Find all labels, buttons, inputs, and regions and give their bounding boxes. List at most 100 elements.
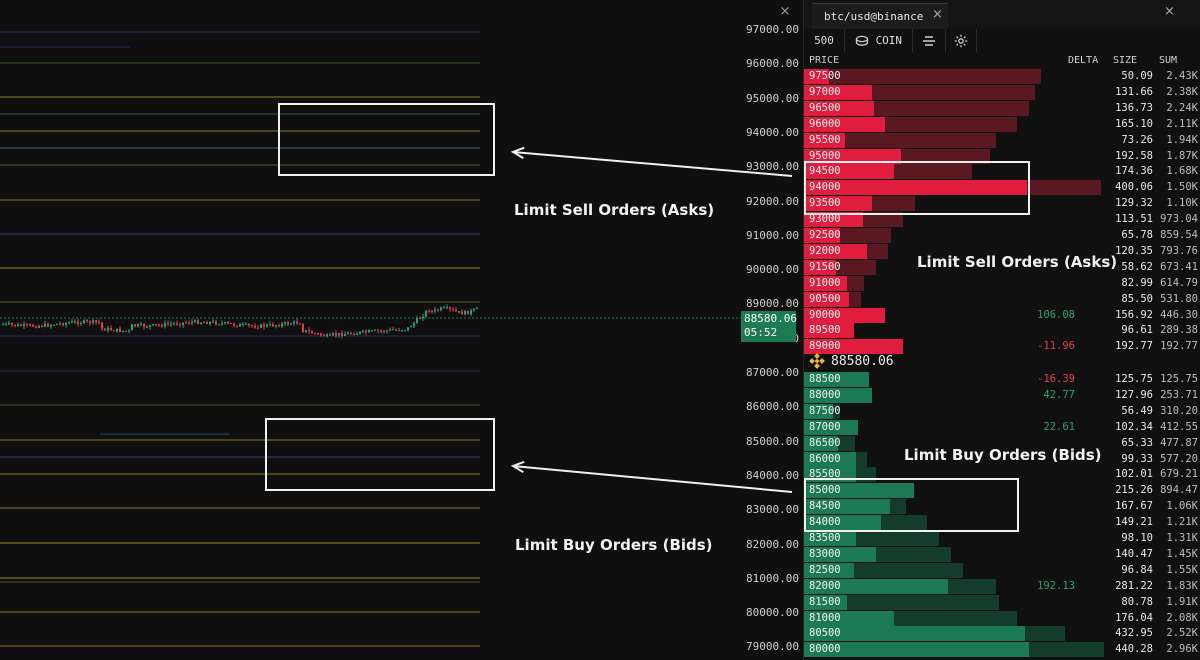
size-bar — [804, 164, 894, 180]
close-icon[interactable]: × — [779, 4, 791, 19]
candle-body — [260, 324, 262, 328]
orderbook-row[interactable]: 86500 65.33 477.87 — [804, 435, 1200, 451]
orderbook-row[interactable]: 92000 120.35 793.76 — [804, 243, 1200, 259]
orderbook-row[interactable]: 97500 50.09 2.43K — [804, 68, 1200, 84]
orderbook-row[interactable]: 91500 58.62 673.41 — [804, 259, 1200, 275]
coin-unit-button[interactable]: COIN — [845, 29, 913, 53]
orderbook-row[interactable]: 82500 96.84 1.55K — [804, 562, 1200, 578]
candle-body — [473, 308, 475, 311]
orderbook-row[interactable]: 95000 192.58 1.87K — [804, 148, 1200, 164]
size-bar — [804, 275, 847, 291]
col-header-delta[interactable]: DELTA — [1068, 55, 1099, 66]
orderbook-row[interactable]: 81500 80.78 1.91K — [804, 594, 1200, 610]
orderbook-row[interactable]: 96000 165.10 2.11K — [804, 116, 1200, 132]
orderbook-row[interactable]: 87500 56.49 310.20 — [804, 403, 1200, 419]
orderbook-row[interactable]: 93500 129.32 1.10K — [804, 195, 1200, 212]
orderbook-row[interactable]: 89500 96.61 289.38 — [804, 322, 1200, 339]
candle-body — [362, 330, 364, 332]
orderbook-row[interactable]: 94000 400.06 1.50K — [804, 179, 1200, 196]
price-axis-label: 80000.00 — [746, 606, 799, 620]
orderbook-row[interactable]: 95500 73.26 1.94K — [804, 132, 1200, 148]
candle-body — [53, 325, 55, 327]
cell-sum: 192.77 — [1160, 340, 1198, 353]
cell-size: 167.67 — [1115, 500, 1153, 513]
orderbook-row[interactable]: 84000 149.21 1.21K — [804, 514, 1200, 531]
candle-body — [422, 316, 424, 319]
candle-body — [299, 323, 301, 325]
cell-delta: -16.39 — [1037, 373, 1075, 385]
candle-body — [203, 322, 205, 324]
tab-btc-usd-binance[interactable]: btc/usd@binance × — [812, 3, 948, 29]
candle-body — [374, 329, 376, 331]
candle-body — [401, 330, 403, 332]
orderbook-row[interactable]: 92500 65.78 859.54 — [804, 227, 1200, 243]
tab-close-icon[interactable]: × — [932, 7, 943, 22]
cell-size: 129.32 — [1115, 197, 1153, 210]
orderbook-row[interactable]: 86000 99.33 577.20 — [804, 451, 1200, 467]
align-button[interactable] — [913, 29, 946, 53]
candle-body — [254, 325, 256, 328]
orderbook-row[interactable]: 93000 113.51 973.04 — [804, 211, 1200, 228]
orderbook-row[interactable]: 87000 22.61 102.34 412.55 — [804, 419, 1200, 435]
col-header-price[interactable]: PRICE — [809, 55, 840, 66]
candle-body — [395, 329, 397, 331]
coin-stack-icon — [855, 35, 869, 46]
orderbook-row[interactable]: 89000 -11.96 192.77 192.77 — [804, 338, 1200, 355]
cell-sum: 2.08K — [1166, 611, 1198, 624]
orderbook-row[interactable]: 90500 85.50 531.80 — [804, 291, 1200, 307]
close-icon[interactable]: × — [1164, 4, 1175, 19]
orderbook-panel: btc/usd@binance × × 500 COIN PRICE DELTA… — [803, 0, 1200, 660]
orderbook-row[interactable]: 88000 42.77 127.96 253.71 — [804, 387, 1200, 403]
orderbook-row[interactable]: 94500 174.36 1.68K — [804, 163, 1200, 180]
price-chart[interactable] — [0, 0, 802, 660]
price-axis-label: 82000.00 — [746, 537, 799, 551]
candle-body — [350, 332, 352, 334]
cell-price: 87000 — [809, 420, 841, 433]
cell-size: 174.36 — [1115, 165, 1153, 178]
candle-body — [458, 311, 460, 313]
orderbook-row[interactable]: 91000 82.99 614.79 — [804, 275, 1200, 291]
settings-button[interactable] — [946, 29, 977, 53]
mid-price: 88580.06 — [831, 354, 894, 369]
candle-body — [392, 329, 394, 331]
col-header-sum[interactable]: SUM — [1159, 55, 1178, 66]
candle-body — [290, 323, 292, 325]
orderbook-row[interactable]: 80000 440.28 2.96K — [804, 641, 1200, 658]
size-bar — [804, 451, 856, 467]
orderbook-row[interactable]: 88500 -16.39 125.75 125.75 — [804, 371, 1200, 387]
candle-body — [329, 334, 331, 336]
orderbook-row[interactable]: 83000 140.47 1.45K — [804, 546, 1200, 562]
cell-price: 89000 — [809, 340, 841, 353]
orderbook-row[interactable]: 96500 136.73 2.24K — [804, 100, 1200, 116]
cell-sum: 310.20 — [1160, 404, 1198, 417]
orderbook-row[interactable]: 85000 215.26 894.47 — [804, 482, 1200, 499]
price-axis-label: 92000.00 — [746, 194, 799, 208]
candle-body — [218, 324, 220, 326]
orderbook-row[interactable]: 80500 432.95 2.52K — [804, 625, 1200, 642]
cell-sum: 1.10K — [1166, 197, 1198, 210]
cell-size: 99.33 — [1121, 452, 1153, 465]
orderbook-row[interactable]: 90000 106.08 156.92 446.30 — [804, 307, 1200, 323]
cell-sum: 2.43K — [1166, 70, 1198, 82]
candle-body — [188, 322, 190, 324]
size-bar — [804, 116, 885, 132]
orderbook-row[interactable]: 82000 192.13 281.22 1.83K — [804, 578, 1200, 594]
orderbook-row[interactable]: 83500 98.10 1.31K — [804, 530, 1200, 546]
candle-body — [86, 320, 88, 322]
cell-sum: 859.54 — [1160, 229, 1198, 241]
candle-body — [137, 324, 139, 327]
cell-size: 127.96 — [1115, 388, 1153, 401]
candle-body — [185, 322, 187, 324]
chart-panel[interactable]: × 97000.00 96000.00 95000.00 94000.00 93000.… — [0, 0, 802, 660]
orderbook-row[interactable]: 84500 167.67 1.06K — [804, 498, 1200, 515]
candle-body — [71, 321, 73, 323]
cell-size: 65.78 — [1121, 229, 1153, 241]
col-header-size[interactable]: SIZE — [1113, 55, 1138, 66]
cell-size: 140.47 — [1115, 547, 1153, 560]
cell-price: 90500 — [809, 292, 841, 305]
orderbook-row[interactable]: 81000 176.04 2.08K — [804, 610, 1200, 626]
candle-body — [416, 318, 418, 323]
price-axis-label: 95000.00 — [746, 91, 799, 105]
orderbook-row[interactable]: 97000 131.66 2.38K — [804, 84, 1200, 100]
depth-levels-button[interactable]: 500 — [804, 29, 845, 53]
